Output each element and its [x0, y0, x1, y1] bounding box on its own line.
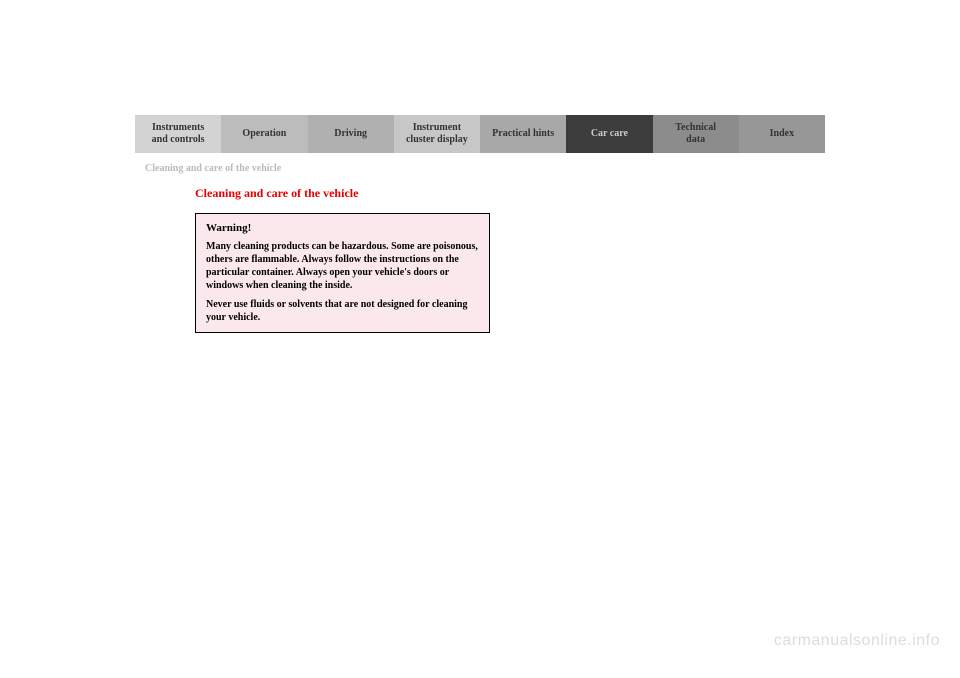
- tab-driving[interactable]: Driving: [308, 115, 394, 153]
- breadcrumb: Cleaning and care of the vehicle: [145, 163, 825, 174]
- tab-instruments-controls[interactable]: Instruments and controls: [135, 115, 221, 153]
- warning-box: Warning! Many cleaning products can be h…: [195, 213, 490, 333]
- warning-paragraph-2: Never use fluids or solvents that are no…: [206, 298, 479, 324]
- tab-index[interactable]: Index: [739, 115, 825, 153]
- tab-bar: Instruments and controls Operation Drivi…: [135, 115, 825, 153]
- warning-title: Warning!: [206, 222, 479, 234]
- tab-car-care[interactable]: Car care: [566, 115, 652, 153]
- tab-operation[interactable]: Operation: [221, 115, 307, 153]
- section-title: Cleaning and care of the vehicle: [195, 186, 825, 201]
- tab-technical-data[interactable]: Technical data: [653, 115, 739, 153]
- tab-practical-hints[interactable]: Practical hints: [480, 115, 566, 153]
- watermark: carmanualsonline.info: [774, 632, 940, 650]
- tab-instrument-cluster-display[interactable]: Instrument cluster display: [394, 115, 480, 153]
- warning-paragraph-1: Many cleaning products can be hazardous.…: [206, 240, 479, 292]
